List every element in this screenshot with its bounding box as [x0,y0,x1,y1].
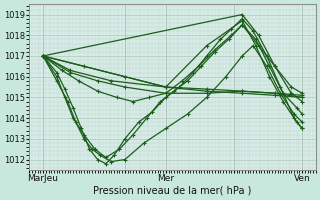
X-axis label: Pression niveau de la mer( hPa ): Pression niveau de la mer( hPa ) [93,186,252,196]
